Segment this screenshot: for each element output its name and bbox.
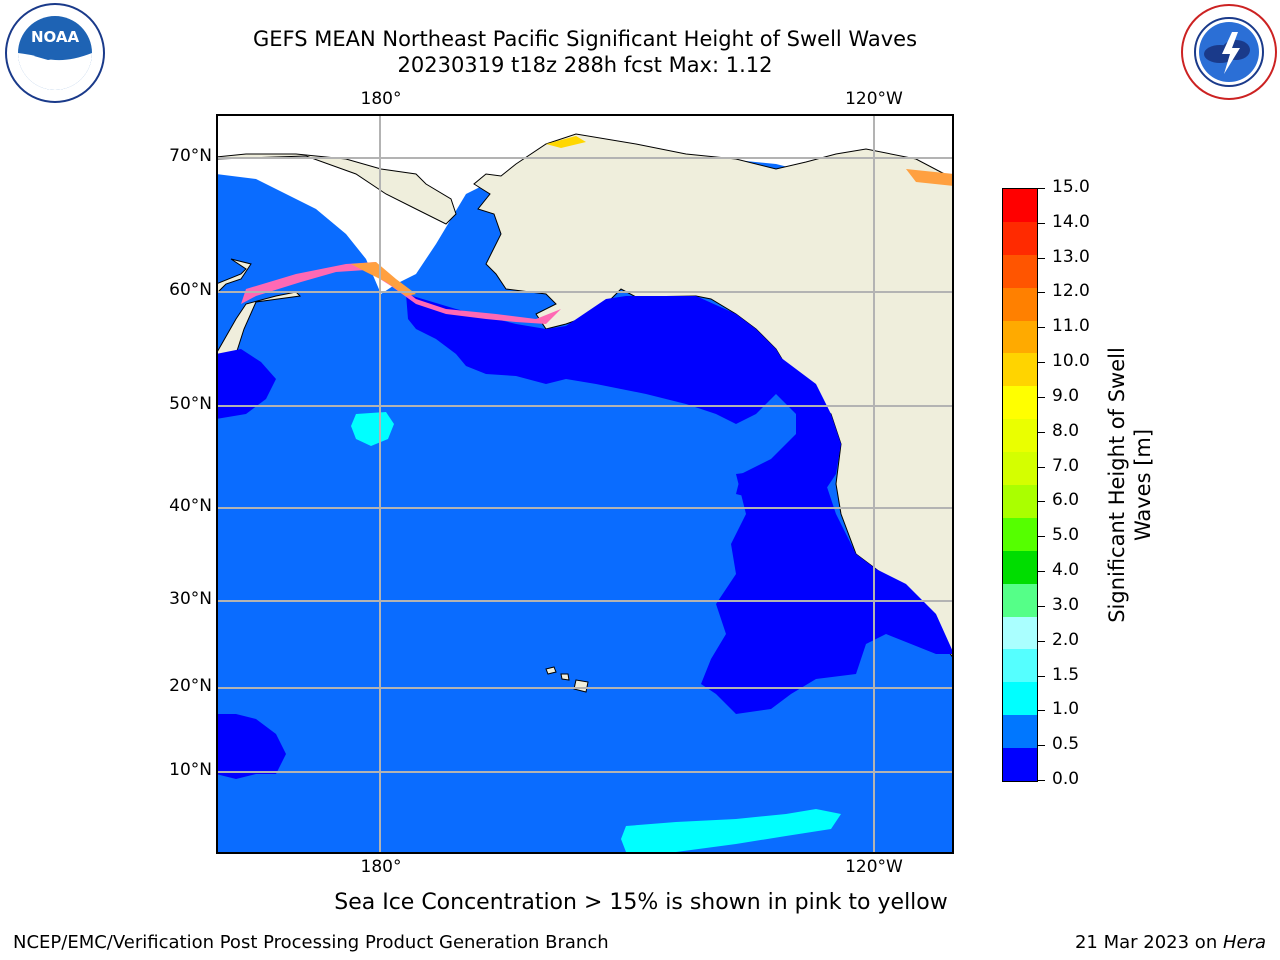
map-panel (215, 114, 955, 854)
west-pacific-low-swell (216, 714, 286, 779)
colorbar-tick-mark (1037, 466, 1045, 468)
hawaii-islands (545, 666, 589, 693)
colorbar-tick-mark (1037, 327, 1045, 329)
kamchatka-low-swell (216, 349, 276, 419)
footer-branch: NCEP/EMC/Verification Post Processing Pr… (13, 932, 609, 953)
sea-ice-yellow-north (546, 136, 586, 148)
colorbar-segment (1003, 649, 1037, 683)
colorbar-segment (1003, 221, 1037, 255)
colorbar-tick-label: 9.0 (1052, 385, 1080, 406)
colorbar-tick-label: 0.5 (1052, 734, 1080, 755)
colorbar-tick-mark (1037, 640, 1045, 642)
colorbar-segment (1003, 254, 1037, 288)
colorbar-segment (1003, 550, 1037, 584)
colorbar-tick-mark (1037, 780, 1045, 781)
footer-date-text: 21 Mar 2023 on (1074, 932, 1223, 953)
map-subtitle: 20230319 t18z 288h fcst Max: 1.12 (397, 53, 773, 77)
map-frame (216, 114, 954, 854)
colorbar-tick-mark (1037, 188, 1045, 189)
lat-label-50n: 50°N (169, 394, 212, 414)
lat-label-20n: 20°N (169, 676, 212, 696)
noaa-logo-text: NOAA (31, 28, 80, 46)
colorbar-label: Significant Height of Swell Waves [m] (1105, 347, 1155, 623)
cyan-patch-north (351, 412, 394, 446)
lon-label-top-120w: 120°W (845, 89, 903, 109)
noaa-logo: NOAA (4, 2, 106, 108)
colorbar-tick-label: 1.0 (1052, 699, 1080, 720)
colorbar-tick-label: 11.0 (1052, 316, 1090, 337)
colorbar-segment (1003, 353, 1037, 387)
colorbar-tick-label: 1.5 (1052, 664, 1080, 685)
colorbar-tick-label: 7.0 (1052, 455, 1080, 476)
map-canvas (215, 114, 955, 854)
colorbar-segment (1003, 320, 1037, 354)
colorbar-tick-label: 6.0 (1052, 490, 1080, 511)
sea-ice-orange (351, 262, 416, 296)
colorbar-tick-label: 13.0 (1052, 246, 1090, 267)
footer-host: Hera (1222, 932, 1266, 953)
lat-label-10n: 10°N (169, 760, 212, 780)
colorbar-tick-label: 12.0 (1052, 281, 1090, 302)
map-title: GEFS MEAN Northeast Pacific Significant … (252, 27, 918, 51)
colorbar-tick-mark (1037, 222, 1045, 224)
colorbar-tick-mark (1037, 536, 1045, 538)
colorbar-tick-label: 15.0 (1052, 177, 1090, 197)
footer-date: 21 Mar 2023 on Hera (1075, 932, 1266, 953)
gulf-alaska-low-swell (406, 294, 791, 424)
colorbar-tick-label: 2.0 (1052, 629, 1080, 650)
colorbar (1002, 188, 1038, 782)
colorbar-segment (1003, 386, 1037, 420)
colorbar-tick-label: 8.0 (1052, 420, 1080, 441)
colorbar-tick-mark (1037, 745, 1045, 747)
colorbar-tick-label: 14.0 (1052, 211, 1090, 232)
sea-ice-orange-ne (906, 169, 954, 186)
lat-label-30n: 30°N (169, 589, 212, 609)
colorbar-segment (1003, 583, 1037, 617)
colorbar-tick-label: 0.0 (1052, 769, 1080, 789)
lat-label-60n: 60°N (169, 280, 212, 300)
lon-label-bottom-120w: 120°W (845, 857, 903, 877)
lon-label-top-180: 180° (360, 89, 402, 109)
colorbar-tick-label: 5.0 (1052, 525, 1080, 546)
nw-coast-low-swell (736, 354, 841, 499)
california-low-swell (701, 469, 954, 714)
colorbar-tick-mark (1037, 257, 1045, 259)
colorbar-tick-mark (1037, 605, 1045, 607)
sea-ice-note: Sea Ice Concentration > 15% is shown in … (334, 890, 948, 915)
colorbar-tick-label: 10.0 (1052, 351, 1090, 372)
colorbar-tick-label: 3.0 (1052, 594, 1080, 615)
colorbar-segment (1003, 715, 1037, 749)
lat-label-70n: 70°N (169, 146, 212, 166)
siberia-land (215, 153, 457, 225)
colorbar-segment (1003, 485, 1037, 518)
colorbar-tick-mark (1037, 710, 1045, 712)
cyan-patch-south (621, 809, 841, 852)
colorbar-tick-mark (1037, 431, 1045, 433)
graticule (216, 114, 954, 854)
colorbar-segment (1003, 287, 1037, 321)
colorbar-tick-mark (1037, 396, 1045, 398)
colorbar-segment (1003, 616, 1037, 650)
colorbar-segment (1003, 682, 1037, 716)
colorbar-tick-mark (1037, 571, 1045, 573)
colorbar-segment (1003, 419, 1037, 453)
colorbar-segment (1003, 748, 1037, 782)
lat-label-40n: 40°N (169, 496, 212, 516)
lon-label-bottom-180: 180° (360, 857, 402, 877)
colorbar-tick-mark (1037, 362, 1045, 364)
nws-logo (1178, 2, 1280, 106)
colorbar-segment (1003, 189, 1037, 222)
colorbar-tick-label: 4.0 (1052, 560, 1080, 581)
colorbar-tick-mark (1037, 501, 1045, 503)
colorbar-tick-mark (1037, 292, 1045, 294)
kamchatka-land (215, 258, 252, 296)
colorbar-segment (1003, 517, 1037, 551)
colorbar-segment (1003, 452, 1037, 486)
colorbar-tick-mark (1037, 675, 1045, 677)
